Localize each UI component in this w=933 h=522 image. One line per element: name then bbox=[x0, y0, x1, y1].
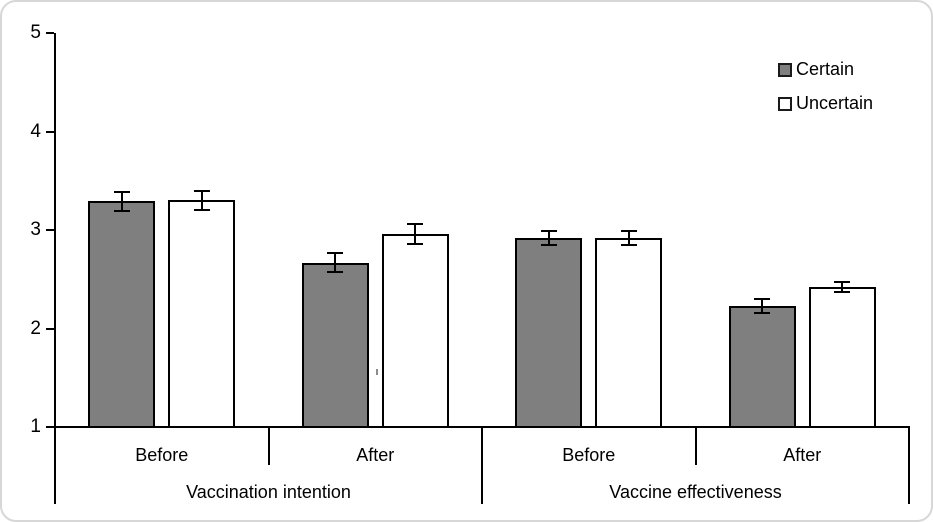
x-category-label-before-3: Before bbox=[562, 445, 616, 465]
error-bar-uncertain-group4 bbox=[834, 281, 851, 294]
y-axis-line bbox=[54, 33, 56, 427]
legend-label-uncertain: Uncertain bbox=[796, 93, 874, 113]
error-bar-uncertain-group3 bbox=[620, 230, 637, 246]
y-axis-tick bbox=[46, 32, 54, 34]
bar-certain-group2 bbox=[301, 262, 369, 428]
legend: Certain Uncertain bbox=[778, 59, 873, 114]
legend-item-uncertain: Uncertain bbox=[778, 93, 873, 114]
x-axis-group-separator bbox=[267, 427, 270, 465]
bar-certain-group1 bbox=[88, 201, 156, 428]
x-panel-label-1: Vaccination intention bbox=[186, 482, 351, 502]
y-axis-tick bbox=[46, 130, 54, 133]
bar-uncertain-group3 bbox=[595, 237, 663, 428]
x-category-label-before-1: Before bbox=[135, 445, 189, 465]
x-category-label-after-4: After bbox=[783, 445, 822, 465]
stray-mark bbox=[376, 369, 378, 375]
x-panel-label-2: Vaccine effectiveness bbox=[609, 482, 782, 502]
error-bar-certain-group3 bbox=[540, 230, 557, 246]
error-bar-certain-group4 bbox=[754, 297, 771, 314]
error-bar-certain-group2 bbox=[327, 251, 344, 274]
error-bar-uncertain-group2 bbox=[407, 223, 424, 245]
bar-certain-group4 bbox=[728, 305, 796, 428]
y-axis-tick bbox=[46, 327, 54, 330]
x-axis-panel-separator bbox=[481, 427, 483, 504]
bar-uncertain-group1 bbox=[168, 200, 236, 428]
bar-uncertain-group2 bbox=[381, 233, 449, 428]
y-axis-tick-label: 1 bbox=[30, 416, 41, 437]
y-axis-tick-label: 5 bbox=[30, 22, 41, 43]
x-category-label-after-2: After bbox=[356, 445, 395, 465]
error-bar-certain-group1 bbox=[113, 190, 130, 213]
bar-uncertain-group4 bbox=[808, 287, 876, 428]
legend-label-certain: Certain bbox=[796, 59, 855, 79]
y-axis-tick-label: 2 bbox=[30, 317, 41, 339]
x-axis-panel-separator bbox=[908, 427, 910, 504]
x-axis-group-separator bbox=[694, 427, 697, 465]
y-axis-tick bbox=[46, 229, 54, 231]
error-bar-uncertain-group1 bbox=[193, 189, 210, 212]
y-axis-tick-label: 3 bbox=[30, 219, 41, 240]
legend-swatch-certain-icon bbox=[778, 62, 792, 77]
y-axis-tick bbox=[46, 426, 54, 428]
legend-swatch-uncertain-icon bbox=[778, 96, 792, 111]
bar-certain-group3 bbox=[515, 237, 583, 428]
legend-item-certain: Certain bbox=[778, 59, 873, 80]
y-axis-tick-label: 4 bbox=[30, 120, 41, 142]
x-axis-panel-separator bbox=[54, 427, 56, 504]
